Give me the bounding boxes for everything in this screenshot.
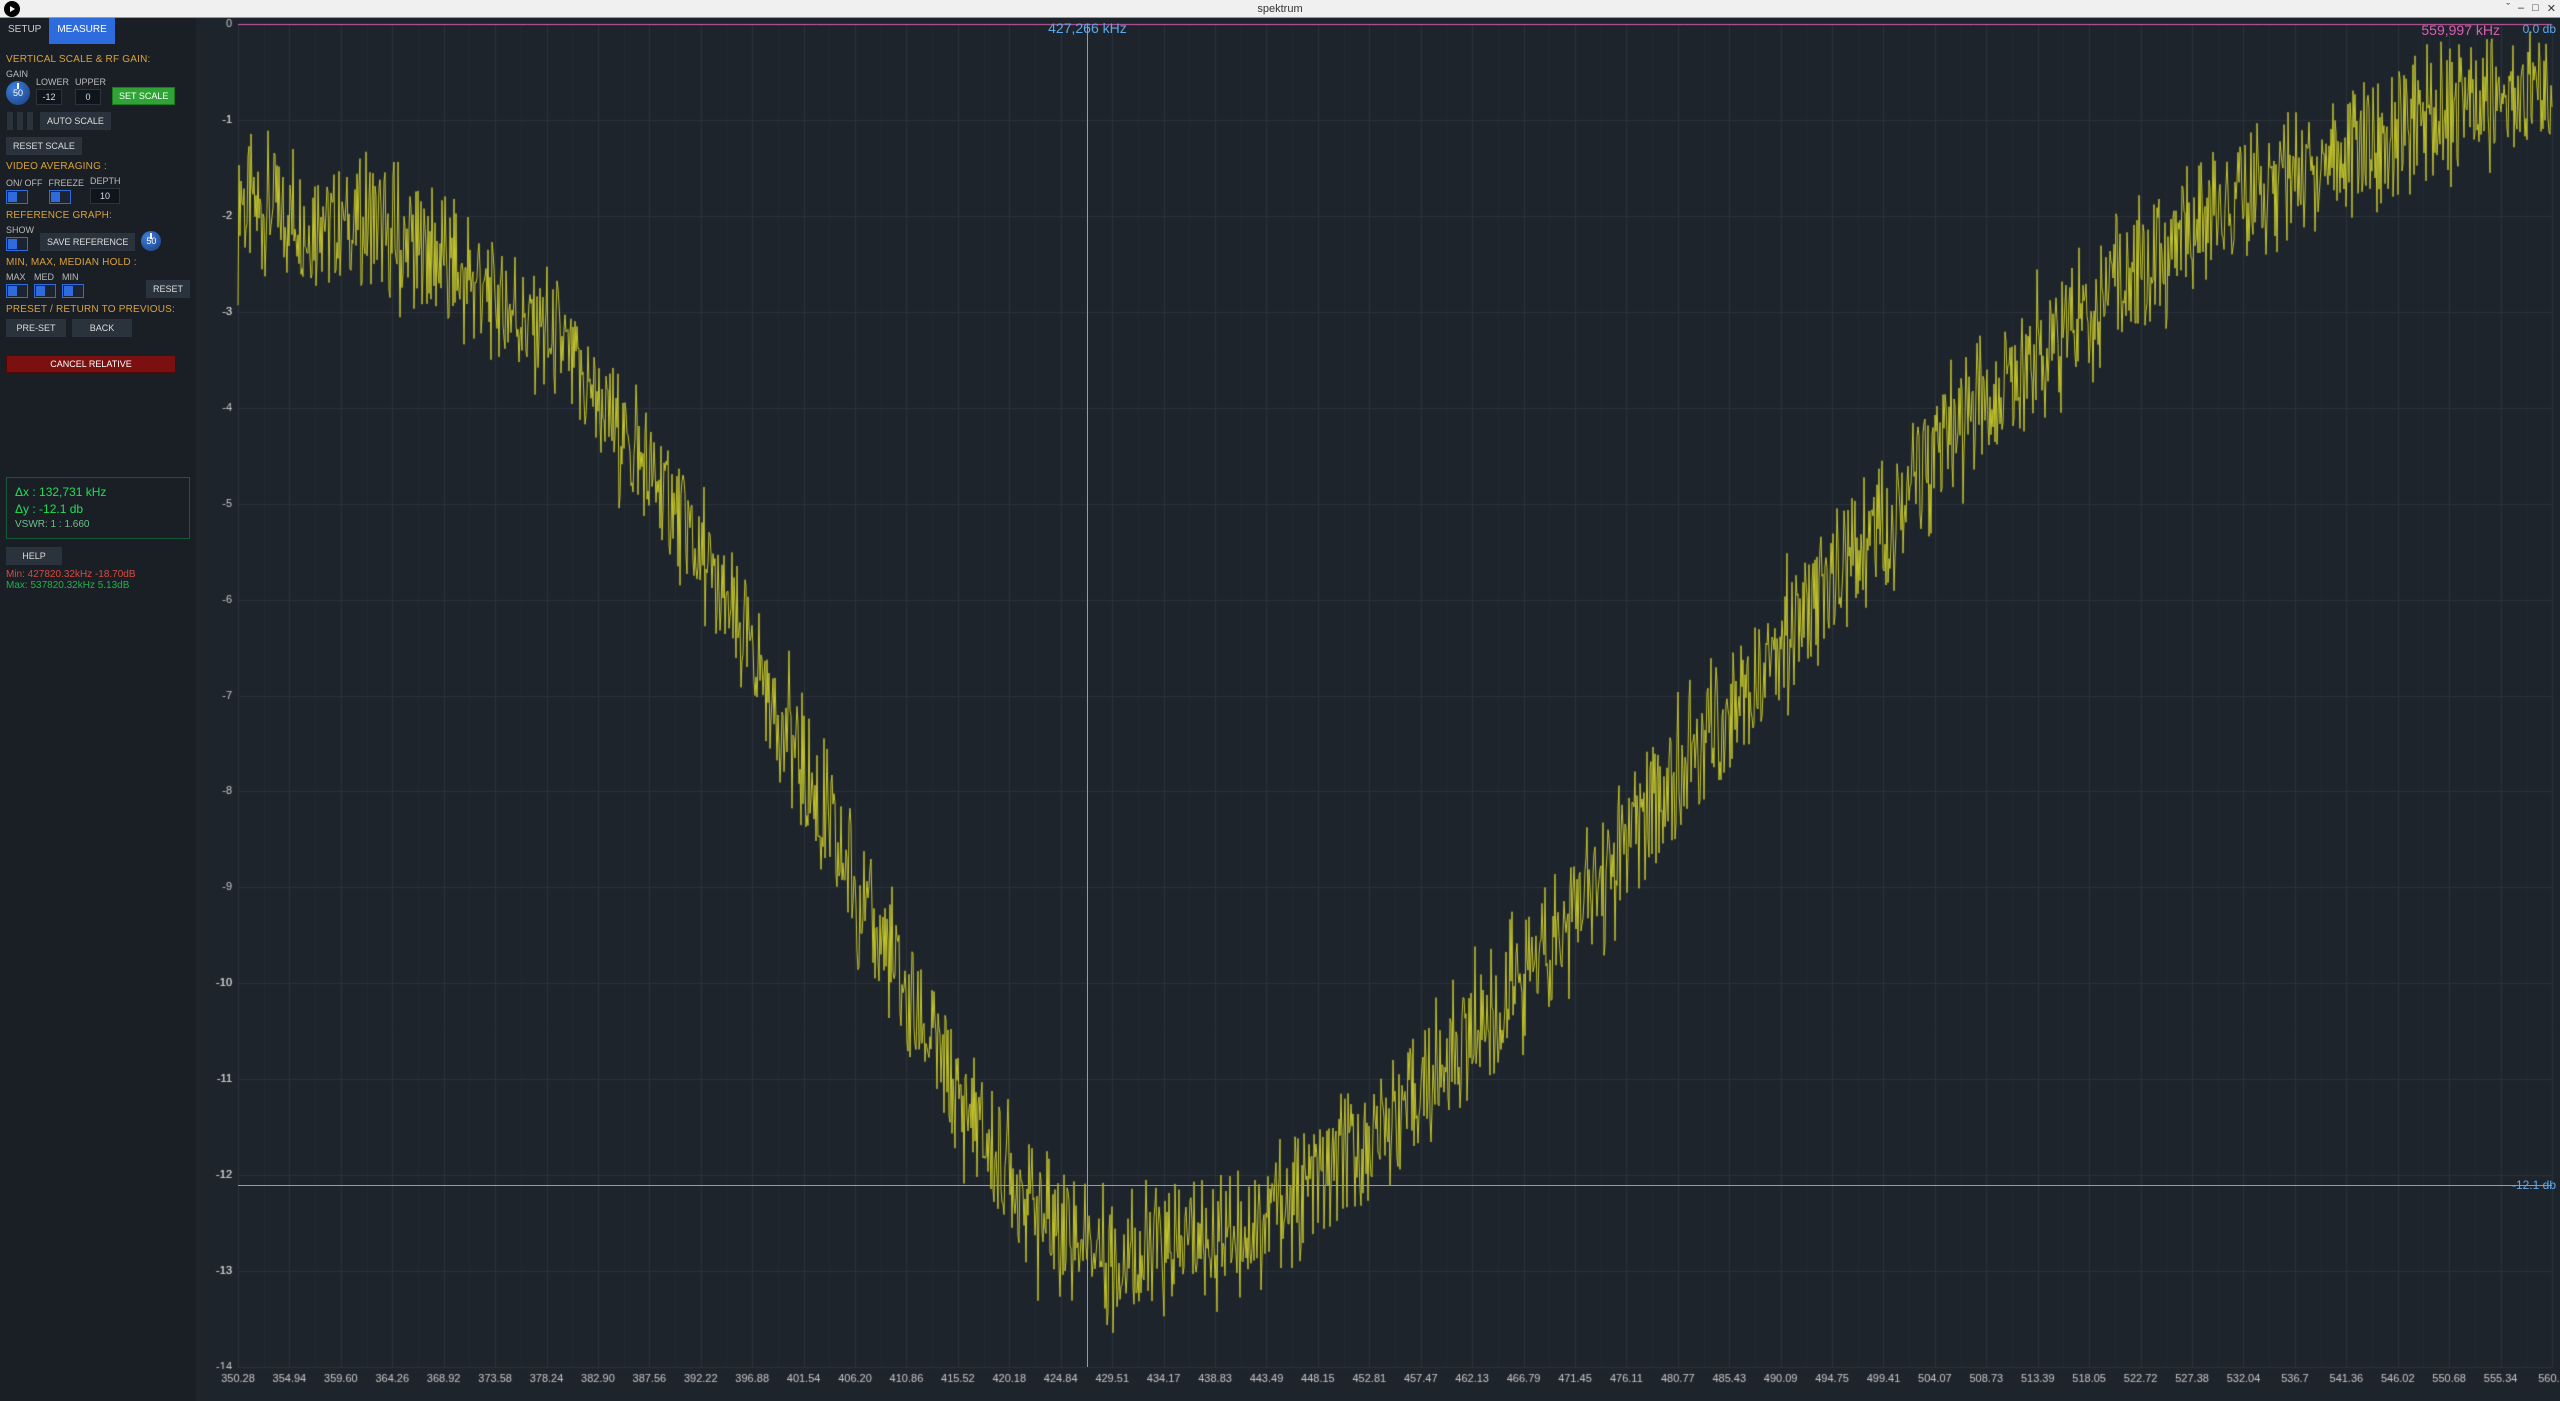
cancel-relative-button[interactable]: CANCEL RELATIVE	[6, 355, 176, 373]
lower-label: LOWER	[36, 77, 69, 87]
max-label: MAX	[6, 272, 26, 282]
reset-scale-button[interactable]: RESET SCALE	[6, 137, 82, 155]
hold-reset-button[interactable]: RESET	[146, 280, 190, 298]
delta-y: Δy : -12.1 db	[15, 501, 181, 518]
tab-setup[interactable]: SETUP	[0, 18, 49, 44]
avg-depth-input[interactable]: 10	[90, 188, 120, 204]
play-icon[interactable]	[4, 1, 20, 17]
avg-onoff-toggle[interactable]	[6, 190, 28, 204]
lower-input[interactable]: -12	[36, 89, 62, 105]
cursor-x-label: 427,266 kHz	[1048, 20, 1127, 36]
avg-freeze-toggle[interactable]	[49, 190, 71, 204]
med-label: MED	[34, 272, 54, 282]
titlebar: spektrum ˇ – □ ✕	[0, 0, 2560, 18]
ref-show-toggle[interactable]	[6, 237, 28, 251]
corner-khz-label: 559,997 kHz	[2421, 22, 2500, 38]
section-preset-title: PRESET / RETURN TO PREVIOUS:	[6, 304, 190, 315]
delta-vswr: VSWR: 1 : 1.660	[15, 518, 181, 532]
auto-scale-button[interactable]: AUTO SCALE	[40, 112, 111, 130]
window-maximize-icon[interactable]: □	[2532, 2, 2539, 15]
set-scale-button[interactable]: SET SCALE	[112, 87, 175, 105]
stat-max: Max: 537820.32kHz 5.13dB	[0, 580, 196, 591]
window-minimize-icon[interactable]: –	[2518, 2, 2524, 15]
section-vscale-title: VERTICAL SCALE & RF GAIN:	[6, 54, 190, 65]
upper-label: UPPER	[75, 77, 106, 87]
ref-knob[interactable]: 50	[141, 231, 161, 251]
preset-button[interactable]: PRE-SET	[6, 319, 66, 337]
depth-label: DEPTH	[90, 176, 121, 186]
section-hold-title: MIN, MAX, MEDIAN HOLD :	[6, 257, 190, 268]
freeze-label: FREEZE	[49, 178, 85, 188]
spectrum-chart[interactable]: 427,266 kHz -12.1 db 559,997 kHz 0.0 db	[196, 18, 2560, 1401]
sidebar: SETUP MEASURE VERTICAL SCALE & RF GAIN: …	[0, 18, 196, 1401]
scale-slider[interactable]	[6, 111, 34, 131]
onoff-label: ON/ OFF	[6, 178, 43, 188]
section-ref-title: REFERENCE GRAPH:	[6, 210, 190, 221]
delta-x: Δx : 132,731 kHz	[15, 484, 181, 501]
save-reference-button[interactable]: SAVE REFERENCE	[40, 233, 135, 251]
section-vavg-title: VIDEO AVERAGING :	[6, 161, 190, 172]
window-title: spektrum	[1257, 3, 1302, 15]
min-label: MIN	[62, 272, 79, 282]
cursor-y-label: -12.1 db	[2512, 1178, 2556, 1192]
hold-max-toggle[interactable]	[6, 284, 28, 298]
gain-knob[interactable]: 50	[6, 81, 30, 105]
sidebar-tabs: SETUP MEASURE	[0, 18, 196, 44]
back-button[interactable]: BACK	[72, 319, 132, 337]
chart-canvas[interactable]	[196, 18, 2560, 1401]
window-min-icon[interactable]: ˇ	[2506, 2, 2510, 15]
hold-med-toggle[interactable]	[34, 284, 56, 298]
help-button[interactable]: HELP	[6, 547, 62, 565]
tab-measure[interactable]: MEASURE	[49, 18, 114, 44]
hold-min-toggle[interactable]	[62, 284, 84, 298]
delta-readout: Δx : 132,731 kHz Δy : -12.1 db VSWR: 1 :…	[6, 477, 190, 539]
ref-show-label: SHOW	[6, 225, 34, 235]
gain-label: GAIN	[6, 69, 28, 79]
window-close-icon[interactable]: ✕	[2547, 2, 2556, 15]
stat-min: Min: 427820.32kHz -18.70dB	[0, 569, 196, 580]
corner-db-label: 0.0 db	[2523, 22, 2556, 36]
upper-input[interactable]: 0	[75, 89, 101, 105]
